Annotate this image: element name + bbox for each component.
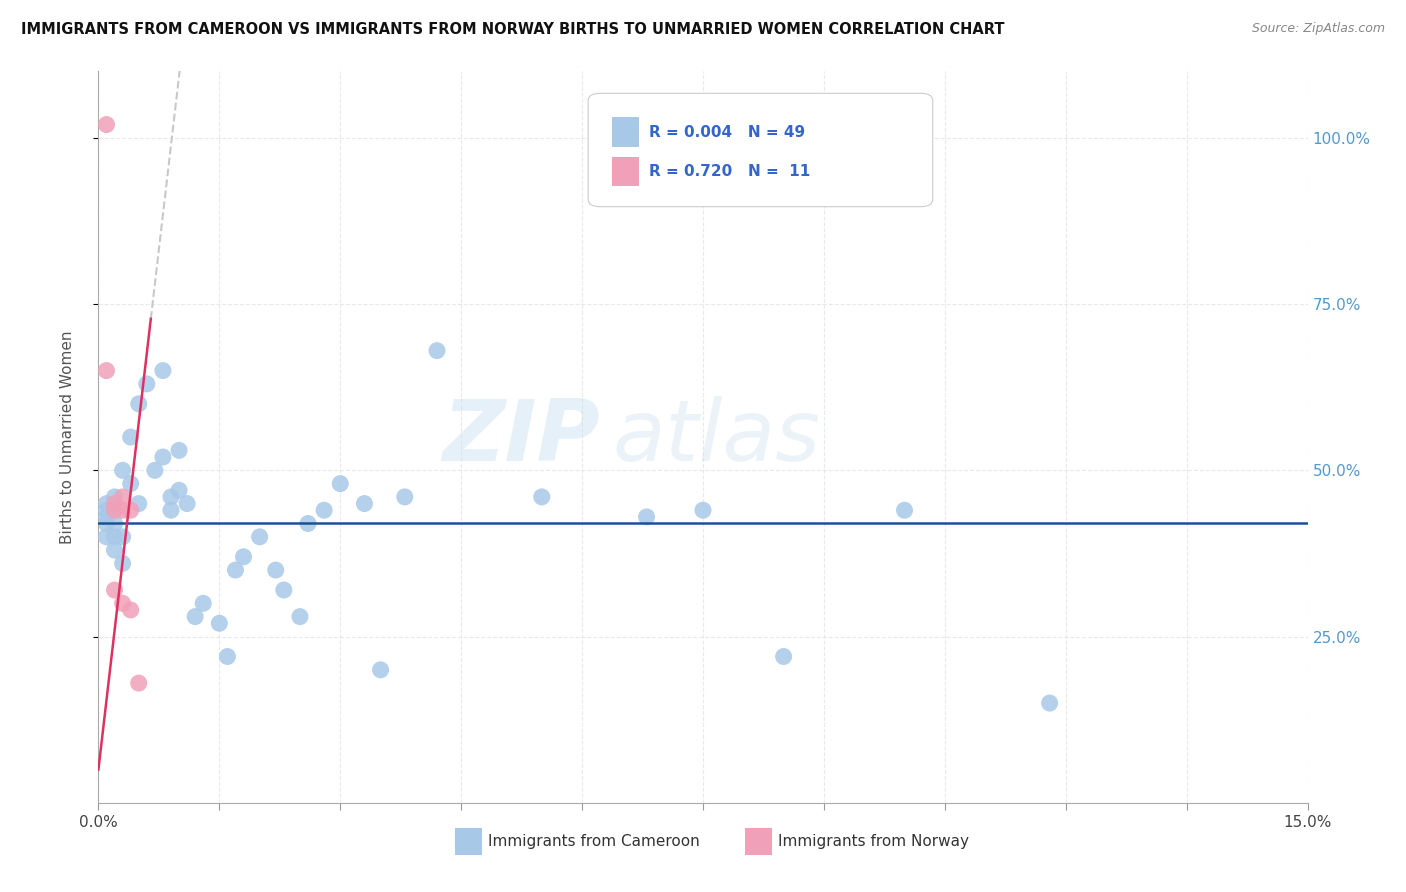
- Point: [103, 582, 125, 597]
- Point: [120, 603, 142, 617]
- Point: [111, 490, 134, 504]
- Point: [394, 490, 416, 504]
- Point: [111, 596, 134, 610]
- Point: [217, 649, 239, 664]
- Text: R = 0.004   N = 49: R = 0.004 N = 49: [648, 125, 804, 139]
- Point: [120, 503, 142, 517]
- Bar: [613, 118, 638, 146]
- Point: [314, 503, 336, 517]
- Point: [128, 676, 150, 690]
- Point: [893, 503, 915, 517]
- Point: [111, 503, 134, 517]
- Point: [152, 363, 174, 377]
- Point: [111, 530, 134, 544]
- Point: [297, 516, 319, 531]
- Point: [103, 503, 125, 517]
- Text: R = 0.720   N =  11: R = 0.720 N = 11: [648, 164, 810, 179]
- Y-axis label: Births to Unmarried Women: Births to Unmarried Women: [60, 330, 75, 544]
- Text: atlas: atlas: [613, 395, 820, 479]
- Point: [135, 376, 157, 391]
- Point: [128, 497, 150, 511]
- Point: [167, 483, 190, 498]
- Point: [636, 509, 658, 524]
- Text: Immigrants from Cameroon: Immigrants from Cameroon: [488, 834, 700, 849]
- Point: [353, 497, 375, 511]
- Point: [96, 118, 118, 132]
- Point: [111, 463, 134, 477]
- Bar: [745, 828, 772, 855]
- Point: [167, 443, 190, 458]
- Point: [249, 530, 271, 544]
- Point: [152, 450, 174, 464]
- Point: [176, 497, 198, 511]
- Point: [96, 503, 118, 517]
- Point: [103, 516, 125, 531]
- Point: [96, 516, 118, 531]
- Point: [370, 663, 392, 677]
- Point: [103, 497, 125, 511]
- Text: Immigrants from Norway: Immigrants from Norway: [778, 834, 969, 849]
- Point: [96, 497, 118, 511]
- Point: [128, 397, 150, 411]
- Point: [143, 463, 166, 477]
- Text: ZIP: ZIP: [443, 395, 600, 479]
- Point: [160, 503, 183, 517]
- Bar: [456, 828, 482, 855]
- Point: [692, 503, 714, 517]
- Text: IMMIGRANTS FROM CAMEROON VS IMMIGRANTS FROM NORWAY BIRTHS TO UNMARRIED WOMEN COR: IMMIGRANTS FROM CAMEROON VS IMMIGRANTS F…: [21, 22, 1005, 37]
- Point: [103, 490, 125, 504]
- FancyBboxPatch shape: [588, 94, 932, 207]
- Point: [288, 609, 311, 624]
- Point: [103, 543, 125, 558]
- Text: Source: ZipAtlas.com: Source: ZipAtlas.com: [1251, 22, 1385, 36]
- Point: [530, 490, 553, 504]
- Point: [184, 609, 207, 624]
- Point: [160, 490, 183, 504]
- Point: [96, 363, 118, 377]
- Point: [329, 476, 352, 491]
- Point: [1039, 696, 1062, 710]
- Point: [208, 616, 231, 631]
- Point: [232, 549, 254, 564]
- Point: [103, 503, 125, 517]
- Point: [264, 563, 287, 577]
- Point: [224, 563, 246, 577]
- Bar: [613, 157, 638, 186]
- Point: [96, 509, 118, 524]
- Point: [96, 530, 118, 544]
- Point: [111, 557, 134, 571]
- Point: [426, 343, 449, 358]
- Point: [273, 582, 295, 597]
- Point: [103, 530, 125, 544]
- Point: [120, 476, 142, 491]
- Point: [193, 596, 215, 610]
- Point: [772, 649, 794, 664]
- Point: [120, 430, 142, 444]
